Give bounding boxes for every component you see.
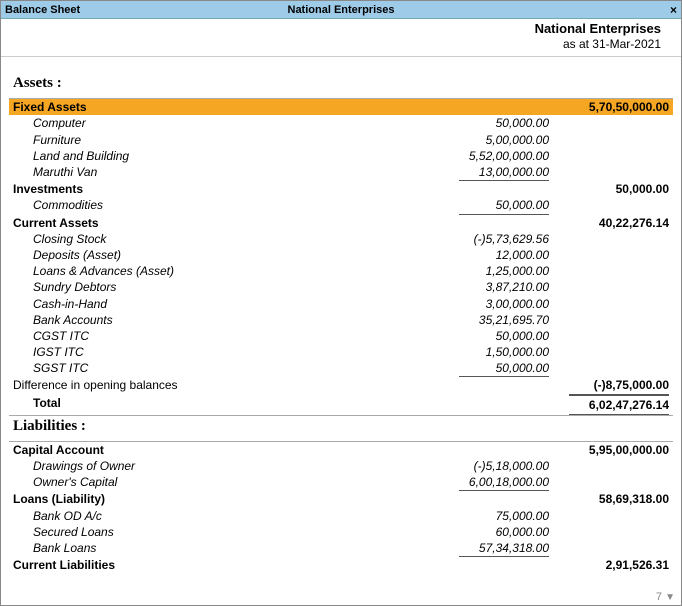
ledger-value: 1,25,000.00 (429, 263, 549, 279)
total-value: 6,02,47,276.14 (549, 395, 669, 415)
group-fixed-assets[interactable]: Fixed Assets 5,70,50,000.00 (9, 99, 673, 115)
ledger-label: Bank Accounts (13, 312, 429, 328)
ledger-row[interactable]: Owner's Capital 6,00,18,000.00 (9, 474, 673, 491)
ledger-row[interactable]: Closing Stock (-)5,73,629.56 (9, 231, 673, 247)
group-investments[interactable]: Investments 50,000.00 (9, 181, 673, 197)
group-label: Capital Account (13, 442, 429, 458)
ledger-row[interactable]: Commodities 50,000.00 (9, 197, 673, 214)
more-below-icon[interactable]: ▼ (665, 592, 675, 603)
ledger-row[interactable]: Computer 50,000.00 (9, 115, 673, 131)
ledger-value: 3,87,210.00 (429, 279, 549, 295)
ledger-label: IGST ITC (13, 344, 429, 360)
group-label: Difference in opening balances (13, 377, 429, 394)
titlebar-center: National Enterprises (1, 4, 681, 16)
ledger-label: SGST ITC (13, 360, 429, 377)
ledger-label: Bank Loans (13, 540, 429, 557)
ledger-label: Secured Loans (13, 524, 429, 540)
group-total: 40,22,276.14 (549, 215, 669, 231)
ledger-row[interactable]: Sundry Debtors 3,87,210.00 (9, 279, 673, 295)
ledger-row[interactable]: Loans & Advances (Asset) 1,25,000.00 (9, 263, 673, 279)
group-label: Current Liabilities (13, 557, 429, 573)
report-body: Assets : Fixed Assets 5,70,50,000.00 Com… (1, 57, 681, 605)
ledger-row[interactable]: Land and Building 5,52,00,000.00 (9, 148, 673, 164)
ledger-row[interactable]: Bank OD A/c 75,000.00 (9, 508, 673, 524)
ledger-label: Bank OD A/c (13, 508, 429, 524)
ledger-value: 35,21,695.70 (429, 312, 549, 328)
ledger-label: Land and Building (13, 148, 429, 164)
titlebar-left: Balance Sheet (5, 4, 80, 16)
ledger-row[interactable]: Deposits (Asset) 12,000.00 (9, 247, 673, 263)
ledger-row[interactable]: Bank Loans 57,34,318.00 (9, 540, 673, 557)
page-footer: 7 ▼ (656, 591, 675, 603)
ledger-row[interactable]: SGST ITC 50,000.00 (9, 360, 673, 377)
ledger-label: Sundry Debtors (13, 279, 429, 295)
ledger-value: 50,000.00 (429, 360, 549, 377)
ledger-value: 57,34,318.00 (429, 540, 549, 557)
page-number: 7 (656, 591, 662, 603)
ledger-value: 50,000.00 (429, 328, 549, 344)
ledger-value: 75,000.00 (429, 508, 549, 524)
ledger-value: 6,00,18,000.00 (429, 474, 549, 491)
ledger-value: 50,000.00 (429, 197, 549, 214)
ledger-row[interactable]: Maruthi Van 13,00,000.00 (9, 164, 673, 181)
group-label: Current Assets (13, 215, 429, 231)
company-name: National Enterprises (9, 21, 661, 37)
group-total: 5,95,00,000.00 (549, 442, 669, 458)
group-total: 50,000.00 (549, 181, 669, 197)
as-at-date: as at 31-Mar-2021 (9, 37, 661, 52)
ledger-value: 5,52,00,000.00 (429, 148, 549, 164)
ledger-value: 1,50,000.00 (429, 344, 549, 360)
ledger-label: Loans & Advances (Asset) (13, 263, 429, 279)
assets-total-row: Total 6,02,47,276.14 (9, 395, 673, 415)
group-capital-account[interactable]: Capital Account 5,95,00,000.00 (9, 442, 673, 458)
ledger-row[interactable]: Secured Loans 60,000.00 (9, 524, 673, 540)
ledger-label: Computer (13, 115, 429, 131)
ledger-value: 50,000.00 (429, 115, 549, 131)
ledger-value: 13,00,000.00 (429, 164, 549, 181)
ledger-value: (-)5,73,629.56 (429, 231, 549, 247)
ledger-label: Cash-in-Hand (13, 296, 429, 312)
ledger-label: Drawings of Owner (13, 458, 429, 474)
ledger-label: Deposits (Asset) (13, 247, 429, 263)
ledger-value: 5,00,000.00 (429, 132, 549, 148)
total-label: Total (13, 395, 429, 415)
report-header: National Enterprises as at 31-Mar-2021 (1, 19, 681, 57)
ledger-row[interactable]: Drawings of Owner (-)5,18,000.00 (9, 458, 673, 474)
ledger-row[interactable]: IGST ITC 1,50,000.00 (9, 344, 673, 360)
balance-sheet-window: Balance Sheet National Enterprises × Nat… (0, 0, 682, 606)
group-label: Investments (13, 181, 429, 197)
ledger-row[interactable]: Bank Accounts 35,21,695.70 (9, 312, 673, 328)
group-current-assets[interactable]: Current Assets 40,22,276.14 (9, 215, 673, 231)
ledger-label: Furniture (13, 132, 429, 148)
ledger-value: (-)5,18,000.00 (429, 458, 549, 474)
group-total: 58,69,318.00 (549, 491, 669, 507)
group-current-liabilities[interactable]: Current Liabilities 2,91,526.31 (9, 557, 673, 573)
titlebar: Balance Sheet National Enterprises × (1, 1, 681, 19)
ledger-value: 3,00,000.00 (429, 296, 549, 312)
group-label: Loans (Liability) (13, 491, 429, 507)
ledger-label: Maruthi Van (13, 164, 429, 181)
ledger-value: 60,000.00 (429, 524, 549, 540)
ledger-row[interactable]: Furniture 5,00,000.00 (9, 132, 673, 148)
ledger-row[interactable]: Cash-in-Hand 3,00,000.00 (9, 296, 673, 312)
ledger-label: CGST ITC (13, 328, 429, 344)
ledger-value: 12,000.00 (429, 247, 549, 263)
group-label: Fixed Assets (13, 99, 429, 115)
ledger-row[interactable]: CGST ITC 50,000.00 (9, 328, 673, 344)
group-total: 2,91,526.31 (549, 557, 669, 573)
ledger-label: Closing Stock (13, 231, 429, 247)
ledger-label: Owner's Capital (13, 474, 429, 491)
group-total: (-)8,75,000.00 (549, 377, 669, 394)
assets-heading: Assets : (9, 73, 673, 99)
ledger-label: Commodities (13, 197, 429, 214)
group-loans-liability[interactable]: Loans (Liability) 58,69,318.00 (9, 491, 673, 507)
close-icon[interactable]: × (670, 4, 677, 16)
liabilities-heading: Liabilities : (9, 415, 673, 442)
group-total: 5,70,50,000.00 (549, 99, 669, 115)
group-diff-opening[interactable]: Difference in opening balances (-)8,75,0… (9, 377, 673, 394)
